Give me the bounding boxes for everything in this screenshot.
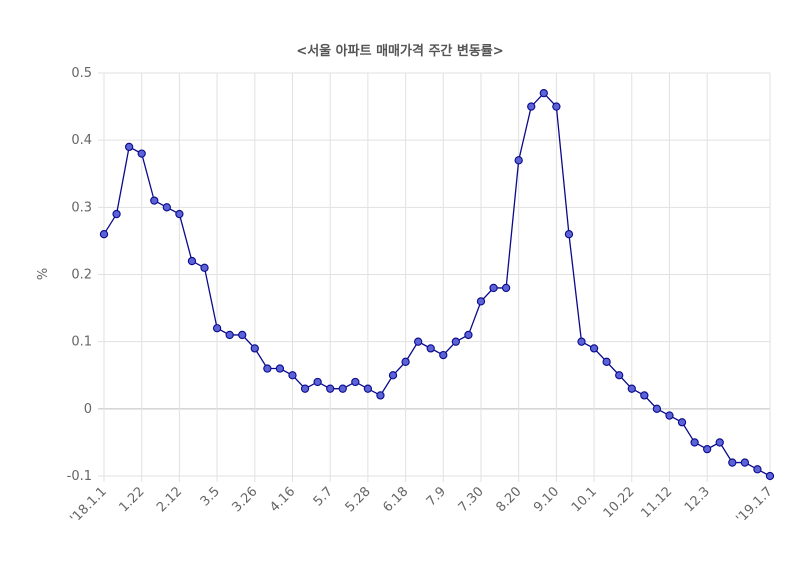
- data-point: [414, 337, 423, 346]
- data-point: [338, 384, 347, 393]
- data-point: [376, 391, 385, 400]
- data-point: [564, 230, 574, 239]
- data-point: [313, 377, 322, 387]
- data-point: [740, 458, 750, 467]
- data-point: [501, 283, 511, 293]
- data-point: [652, 404, 662, 413]
- data-point: [250, 344, 259, 353]
- x-tick-label: 5.28: [343, 484, 374, 515]
- x-tick-label: 7.9: [424, 484, 449, 509]
- data-point: [690, 438, 699, 447]
- data-point: [640, 391, 649, 400]
- y-tick-label: 0.5: [71, 66, 92, 81]
- chart-title: <서울 아파트 매매가격 주간 변동률>: [296, 43, 503, 59]
- data-point: [464, 330, 473, 340]
- x-tick-label: 3.5: [198, 484, 223, 509]
- data-point: [187, 256, 197, 266]
- x-tick-label: '19.1.7: [733, 484, 775, 526]
- data-point: [489, 283, 498, 293]
- x-tick-label: 1.22: [116, 484, 147, 515]
- data-point: [388, 371, 398, 380]
- data-point: [426, 344, 435, 353]
- data-point: [577, 337, 586, 346]
- y-tick-label: 0.4: [71, 133, 92, 148]
- x-tick-label: 2.12: [154, 484, 185, 515]
- series-layer: [99, 89, 775, 481]
- data-point: [150, 196, 159, 205]
- x-tick-label: 10.1: [569, 484, 600, 515]
- y-tick-label: 0: [84, 402, 92, 417]
- data-point: [162, 203, 171, 212]
- x-tick-label: 8.20: [493, 484, 524, 515]
- data-point: [665, 411, 674, 420]
- data-point: [677, 418, 687, 427]
- data-point: [275, 364, 285, 373]
- data-point: [476, 297, 486, 306]
- data-point: [439, 350, 448, 360]
- data-point: [238, 330, 247, 340]
- data-point: [514, 156, 523, 165]
- data-point: [728, 458, 737, 467]
- y-axis-ticks: 0.5 0.4 0.3 0.2 0.1 0 -0.1: [67, 66, 92, 484]
- data-point: [288, 371, 297, 380]
- data-point: [137, 149, 146, 158]
- data-point: [539, 89, 548, 98]
- data-point: [99, 230, 109, 239]
- x-tick-label: 6.18: [380, 484, 411, 515]
- x-tick-label: 10.22: [601, 484, 638, 521]
- data-point: [451, 337, 460, 346]
- data-point: [703, 444, 712, 454]
- data-point: [212, 324, 222, 333]
- data-point: [326, 384, 335, 393]
- x-axis-ticks: '18.1.1 1.22 2.12 3.5 3.26 4.16 5.7 5.28 6.18 7.9…: [67, 484, 775, 526]
- x-tick-label: 5.7: [311, 484, 336, 509]
- y-tick-label: 0.3: [71, 200, 92, 215]
- data-point: [627, 384, 636, 393]
- x-tick-label: 11.12: [638, 484, 675, 521]
- data-point: [401, 357, 410, 366]
- data-point: [715, 438, 724, 447]
- data-point: [112, 209, 121, 219]
- x-tick-label: 7.30: [456, 484, 487, 515]
- y-tick-label: 0.2: [71, 268, 92, 283]
- data-point: [753, 465, 762, 474]
- data-point: [124, 142, 134, 152]
- grid: [98, 72, 771, 482]
- data-point: [263, 364, 272, 373]
- data-point: [225, 330, 234, 340]
- data-point: [589, 344, 599, 353]
- data-point: [200, 263, 209, 272]
- data-point: [351, 377, 360, 387]
- data-point: [300, 384, 310, 393]
- x-tick-label: 9.10: [531, 484, 562, 515]
- x-tick-label: 4.16: [267, 484, 298, 515]
- y-tick-label: 0.1: [71, 335, 92, 350]
- x-tick-label: 12.3: [682, 484, 713, 515]
- data-point: [552, 102, 561, 111]
- y-tick-label: -0.1: [67, 469, 92, 484]
- data-point: [615, 371, 624, 380]
- data-point: [765, 471, 775, 481]
- x-tick-label: '18.1.1: [67, 484, 109, 526]
- y-axis-label: %: [36, 268, 51, 280]
- x-tick-label: 3.26: [230, 484, 261, 515]
- data-point: [527, 102, 536, 111]
- data-point: [363, 384, 373, 393]
- data-point: [175, 209, 184, 219]
- data-point: [602, 357, 611, 366]
